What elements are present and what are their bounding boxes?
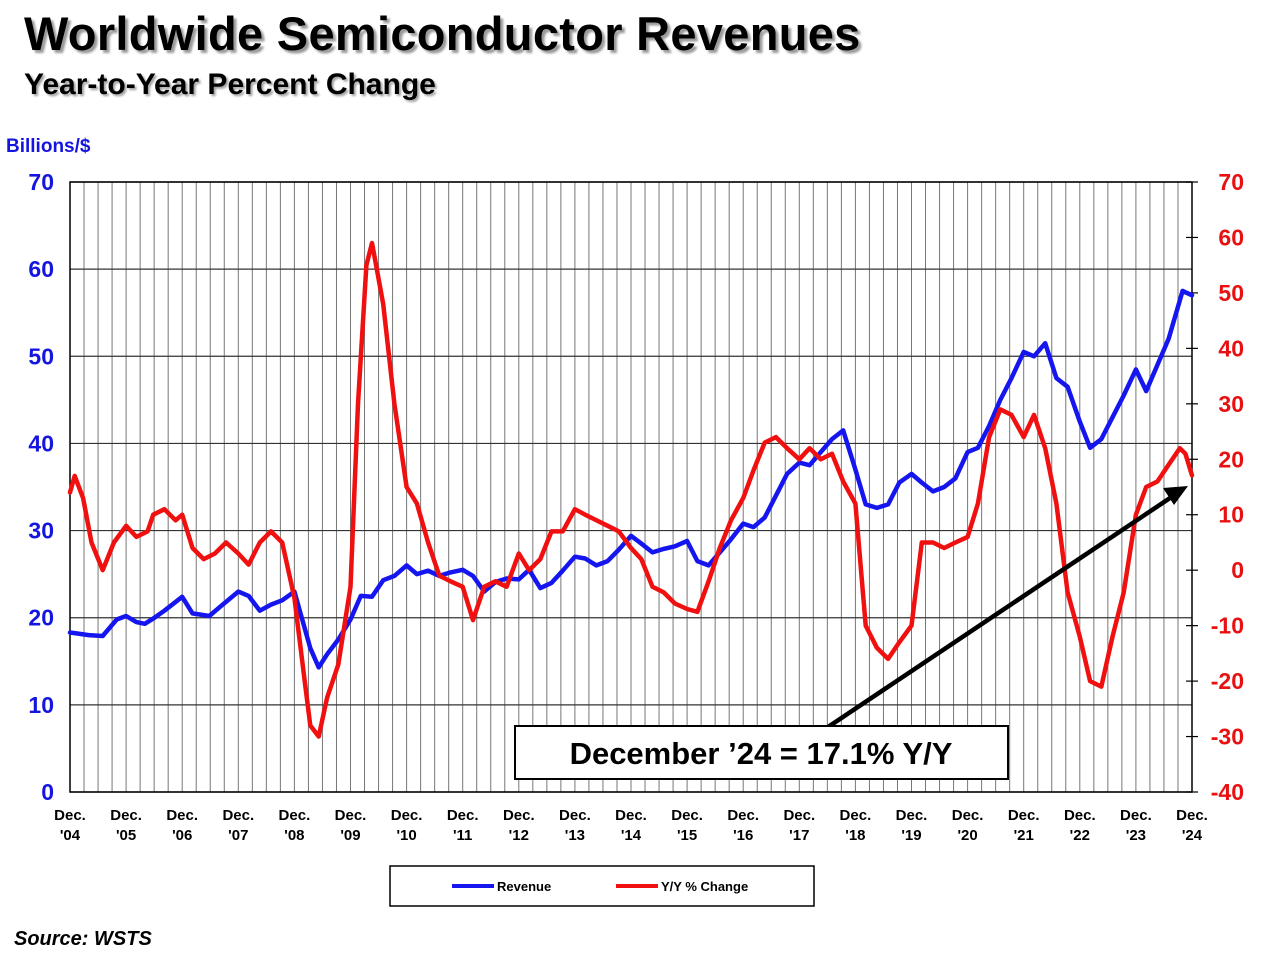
left-tick-label: 50 (28, 343, 54, 369)
x-tick-label-bottom: '12 (509, 827, 529, 844)
right-tick-label: 50 (1218, 280, 1244, 306)
x-tick-label-bottom: '08 (284, 827, 304, 844)
right-tick-label: 20 (1218, 446, 1244, 472)
annotation-arrow (826, 492, 1178, 729)
x-tick-label-bottom: '11 (453, 827, 472, 844)
x-tick-label-top: Dec. (727, 807, 759, 824)
series-lines (67, 240, 1195, 739)
legend-label-yoy: Y/Y % Change (661, 879, 748, 894)
right-tick-label: 0 (1231, 557, 1244, 583)
x-tick-label-top: Dec. (783, 807, 815, 824)
right-tick-label: 70 (1218, 169, 1244, 195)
right-tick-label: 30 (1218, 391, 1244, 417)
x-tick-label-top: Dec. (559, 807, 591, 824)
x-tick-label-top: Dec. (279, 807, 311, 824)
x-tick-label-bottom: '24 (1182, 827, 1203, 844)
x-tick-label-top: Dec. (671, 807, 703, 824)
legend-label-revenue: Revenue (497, 879, 551, 894)
left-tick-label: 60 (28, 256, 54, 282)
grid (69, 181, 1193, 793)
x-tick-label-top: Dec. (391, 807, 423, 824)
x-tick-label-bottom: '10 (396, 827, 416, 844)
left-tick-label: 30 (28, 518, 54, 544)
annotation-arrowhead (1163, 486, 1188, 505)
annotation-box (514, 725, 1009, 780)
left-tick-label: 10 (28, 692, 54, 718)
x-tick-label-bottom: '17 (789, 827, 809, 844)
x-tick-label-bottom: '13 (565, 827, 585, 844)
right-tick-label: -20 (1211, 668, 1244, 694)
chart-title: Worldwide Semiconductor Revenues (24, 7, 861, 60)
series-line-yoy (67, 240, 1195, 739)
x-tick-label-top: Dec. (1176, 807, 1208, 824)
x-tick-label-top: Dec. (1008, 807, 1040, 824)
x-tick-label-top: Dec. (503, 807, 535, 824)
x-tick-label-top: Dec. (335, 807, 367, 824)
x-tick-label-top: Dec. (840, 807, 872, 824)
right-tick-label: -40 (1211, 779, 1244, 805)
right-y-axis-ticks: -40 -30 -20 -10 0 10 20 30 40 50 60 70 (1186, 169, 1244, 805)
x-tick-label-bottom: '04 (60, 827, 81, 844)
source-note: Source: WSTS (14, 928, 152, 950)
right-tick-label: 10 (1218, 502, 1244, 528)
x-tick-label-bottom: '19 (901, 827, 921, 844)
x-tick-label-bottom: '18 (845, 827, 865, 844)
x-tick-label-top: Dec. (110, 807, 142, 824)
x-tick-label-bottom: '23 (1126, 827, 1146, 844)
x-tick-label-top: Dec. (615, 807, 647, 824)
left-y-axis-ticks: 0 10 20 30 40 50 60 70 (28, 169, 54, 805)
x-tick-label-bottom: '14 (621, 827, 642, 844)
x-tick-label-top: Dec. (952, 807, 984, 824)
left-tick-label: 0 (41, 779, 54, 805)
right-tick-label: 60 (1218, 224, 1244, 250)
x-tick-label-top: Dec. (1120, 807, 1152, 824)
x-tick-label-bottom: '05 (116, 827, 136, 844)
y-axis-label: Billions/$ (6, 136, 91, 157)
x-tick-label-bottom: '16 (733, 827, 753, 844)
x-tick-label-bottom: '20 (957, 827, 977, 844)
x-tick-label-top: Dec. (166, 807, 198, 824)
x-tick-label-bottom: '07 (228, 827, 248, 844)
x-tick-label-top: Dec. (54, 807, 86, 824)
right-tick-label: 40 (1218, 335, 1244, 361)
x-tick-label-top: Dec. (1064, 807, 1096, 824)
left-tick-label: 40 (28, 430, 54, 456)
x-tick-label-bottom: '06 (172, 827, 192, 844)
annotation-text: December ’24 = 17.1% Y/Y (570, 736, 953, 771)
left-tick-label: 20 (28, 605, 54, 631)
right-tick-label: -30 (1211, 724, 1244, 750)
x-tick-label-bottom: '15 (677, 827, 697, 844)
right-tick-label: -10 (1211, 613, 1244, 639)
x-tick-label-top: Dec. (896, 807, 928, 824)
x-tick-label-bottom: '09 (340, 827, 360, 844)
chart-subtitle: Year-to-Year Percent Change (24, 68, 436, 101)
left-tick-label: 70 (28, 169, 54, 195)
x-tick-label-bottom: '22 (1070, 827, 1090, 844)
series-line-revenue (67, 288, 1195, 670)
x-tick-label-top: Dec. (447, 807, 479, 824)
x-tick-label-top: Dec. (222, 807, 254, 824)
x-axis-ticks: Dec. '04 Dec. '05 Dec. '06 Dec. '07 Dec. '08 Dec. '… (54, 807, 1208, 844)
x-tick-label-bottom: '21 (1014, 827, 1034, 844)
